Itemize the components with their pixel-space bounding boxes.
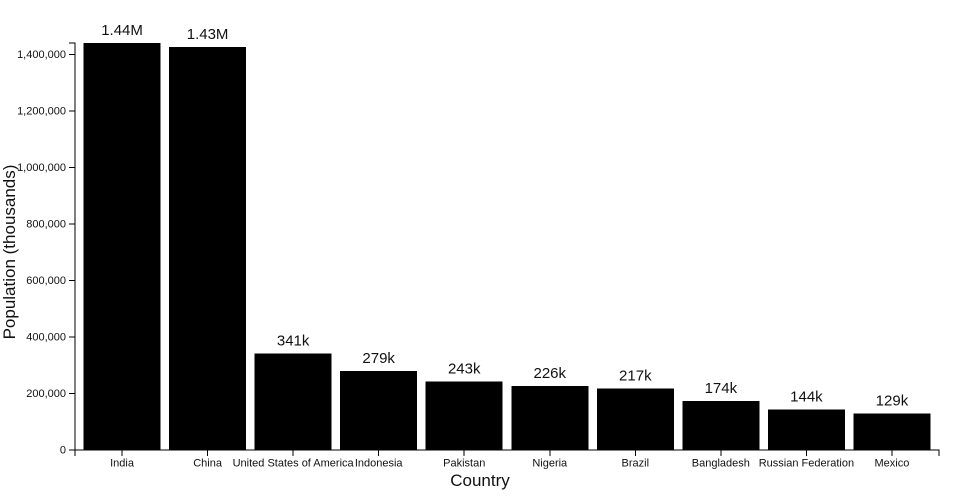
y-tick-label: 400,000: [26, 331, 66, 343]
x-tick-label-mexico: Mexico: [875, 458, 910, 470]
bar-bangladesh: [682, 400, 760, 450]
y-tick-label: 800,000: [26, 218, 66, 230]
x-tick-label-united-states-of-america: United States of America: [233, 458, 355, 470]
x-tick-label-brazil: Brazil: [622, 458, 650, 470]
bar-pakistan: [425, 381, 503, 450]
x-tick-label-china: China: [193, 458, 223, 470]
bar-nigeria: [511, 386, 589, 450]
y-tick-label: 1,200,000: [17, 105, 66, 117]
x-tick-label-russian-federation: Russian Federation: [759, 458, 854, 470]
y-tick-label: 1,000,000: [17, 162, 66, 174]
bar-value-label-indonesia: 279k: [362, 350, 395, 367]
y-tick-label: 200,000: [26, 388, 66, 400]
bar-mexico: [853, 413, 931, 450]
x-axis: India China United States of America Indone…: [74, 449, 940, 470]
bar-value-label-brazil: 217k: [619, 368, 652, 385]
bar-value-label-mexico: 129k: [876, 393, 909, 410]
y-axis: 0 200,000 400,000 600,000 800,000 1,000,000 1,…: [17, 42, 76, 457]
bar-china: [169, 46, 247, 451]
x-tick-label-pakistan: Pakistan: [443, 458, 485, 470]
bar-value-label-india: 1.44M: [101, 22, 143, 39]
bar-india: [83, 43, 161, 450]
y-tick-label: 600,000: [26, 275, 66, 287]
bar-indonesia: [340, 371, 418, 450]
x-tick-label-nigeria: Nigeria: [532, 458, 568, 470]
x-tick-label-indonesia: Indonesia: [355, 458, 404, 470]
bar-value-label-nigeria: 226k: [534, 365, 567, 382]
bar-labels-layer: 1.44M 1.43M 341k 279k 243k 226k 217k 174k 144k 12…: [101, 22, 909, 410]
y-axis-title: Population (thousands): [0, 165, 19, 340]
x-axis-domain: [74, 449, 940, 456]
bars-layer: [83, 43, 931, 451]
y-axis-domain: [69, 42, 76, 451]
bar-value-label-united-states-of-america: 341k: [277, 333, 310, 350]
y-tick-label: 1,400,000: [17, 49, 66, 61]
x-tick-label-bangladesh: Bangladesh: [692, 458, 750, 470]
bar-brazil: [596, 388, 674, 450]
x-axis-title: Country: [450, 471, 510, 490]
bar-value-label-bangladesh: 174k: [705, 380, 738, 397]
y-tick-label: 0: [60, 445, 66, 457]
bar-russian-federation: [767, 409, 845, 450]
x-tick-label-india: India: [110, 458, 135, 470]
bar-value-label-china: 1.43M: [187, 26, 229, 43]
bar-united-states-of-america: [254, 353, 332, 450]
bar-value-label-russian-federation: 144k: [790, 388, 823, 405]
bar-value-label-pakistan: 243k: [448, 360, 481, 377]
